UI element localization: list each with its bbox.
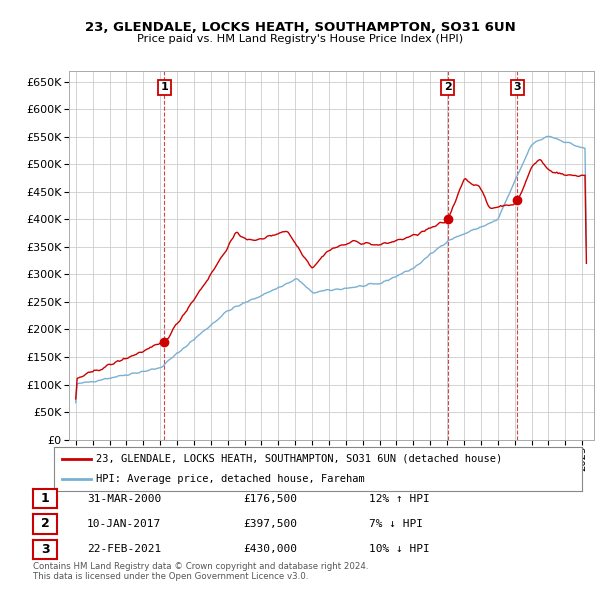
- Text: £430,000: £430,000: [243, 545, 297, 554]
- Text: £397,500: £397,500: [243, 519, 297, 529]
- Text: HPI: Average price, detached house, Fareham: HPI: Average price, detached house, Fare…: [96, 474, 365, 484]
- Text: 2: 2: [444, 83, 452, 93]
- Text: 23, GLENDALE, LOCKS HEATH, SOUTHAMPTON, SO31 6UN: 23, GLENDALE, LOCKS HEATH, SOUTHAMPTON, …: [85, 21, 515, 34]
- Text: This data is licensed under the Open Government Licence v3.0.: This data is licensed under the Open Gov…: [33, 572, 308, 581]
- Text: 3: 3: [514, 83, 521, 93]
- Text: 2: 2: [41, 517, 49, 530]
- Text: 23, GLENDALE, LOCKS HEATH, SOUTHAMPTON, SO31 6UN (detached house): 23, GLENDALE, LOCKS HEATH, SOUTHAMPTON, …: [96, 454, 502, 464]
- Text: 10% ↓ HPI: 10% ↓ HPI: [369, 545, 430, 554]
- Text: 7% ↓ HPI: 7% ↓ HPI: [369, 519, 423, 529]
- Text: 3: 3: [41, 543, 49, 556]
- Text: Contains HM Land Registry data © Crown copyright and database right 2024.: Contains HM Land Registry data © Crown c…: [33, 562, 368, 571]
- Text: 1: 1: [161, 83, 168, 93]
- Text: £176,500: £176,500: [243, 494, 297, 503]
- Text: 1: 1: [41, 492, 49, 505]
- Text: 10-JAN-2017: 10-JAN-2017: [87, 519, 161, 529]
- Text: 22-FEB-2021: 22-FEB-2021: [87, 545, 161, 554]
- Text: 12% ↑ HPI: 12% ↑ HPI: [369, 494, 430, 503]
- Text: 31-MAR-2000: 31-MAR-2000: [87, 494, 161, 503]
- Text: Price paid vs. HM Land Registry's House Price Index (HPI): Price paid vs. HM Land Registry's House …: [137, 34, 463, 44]
